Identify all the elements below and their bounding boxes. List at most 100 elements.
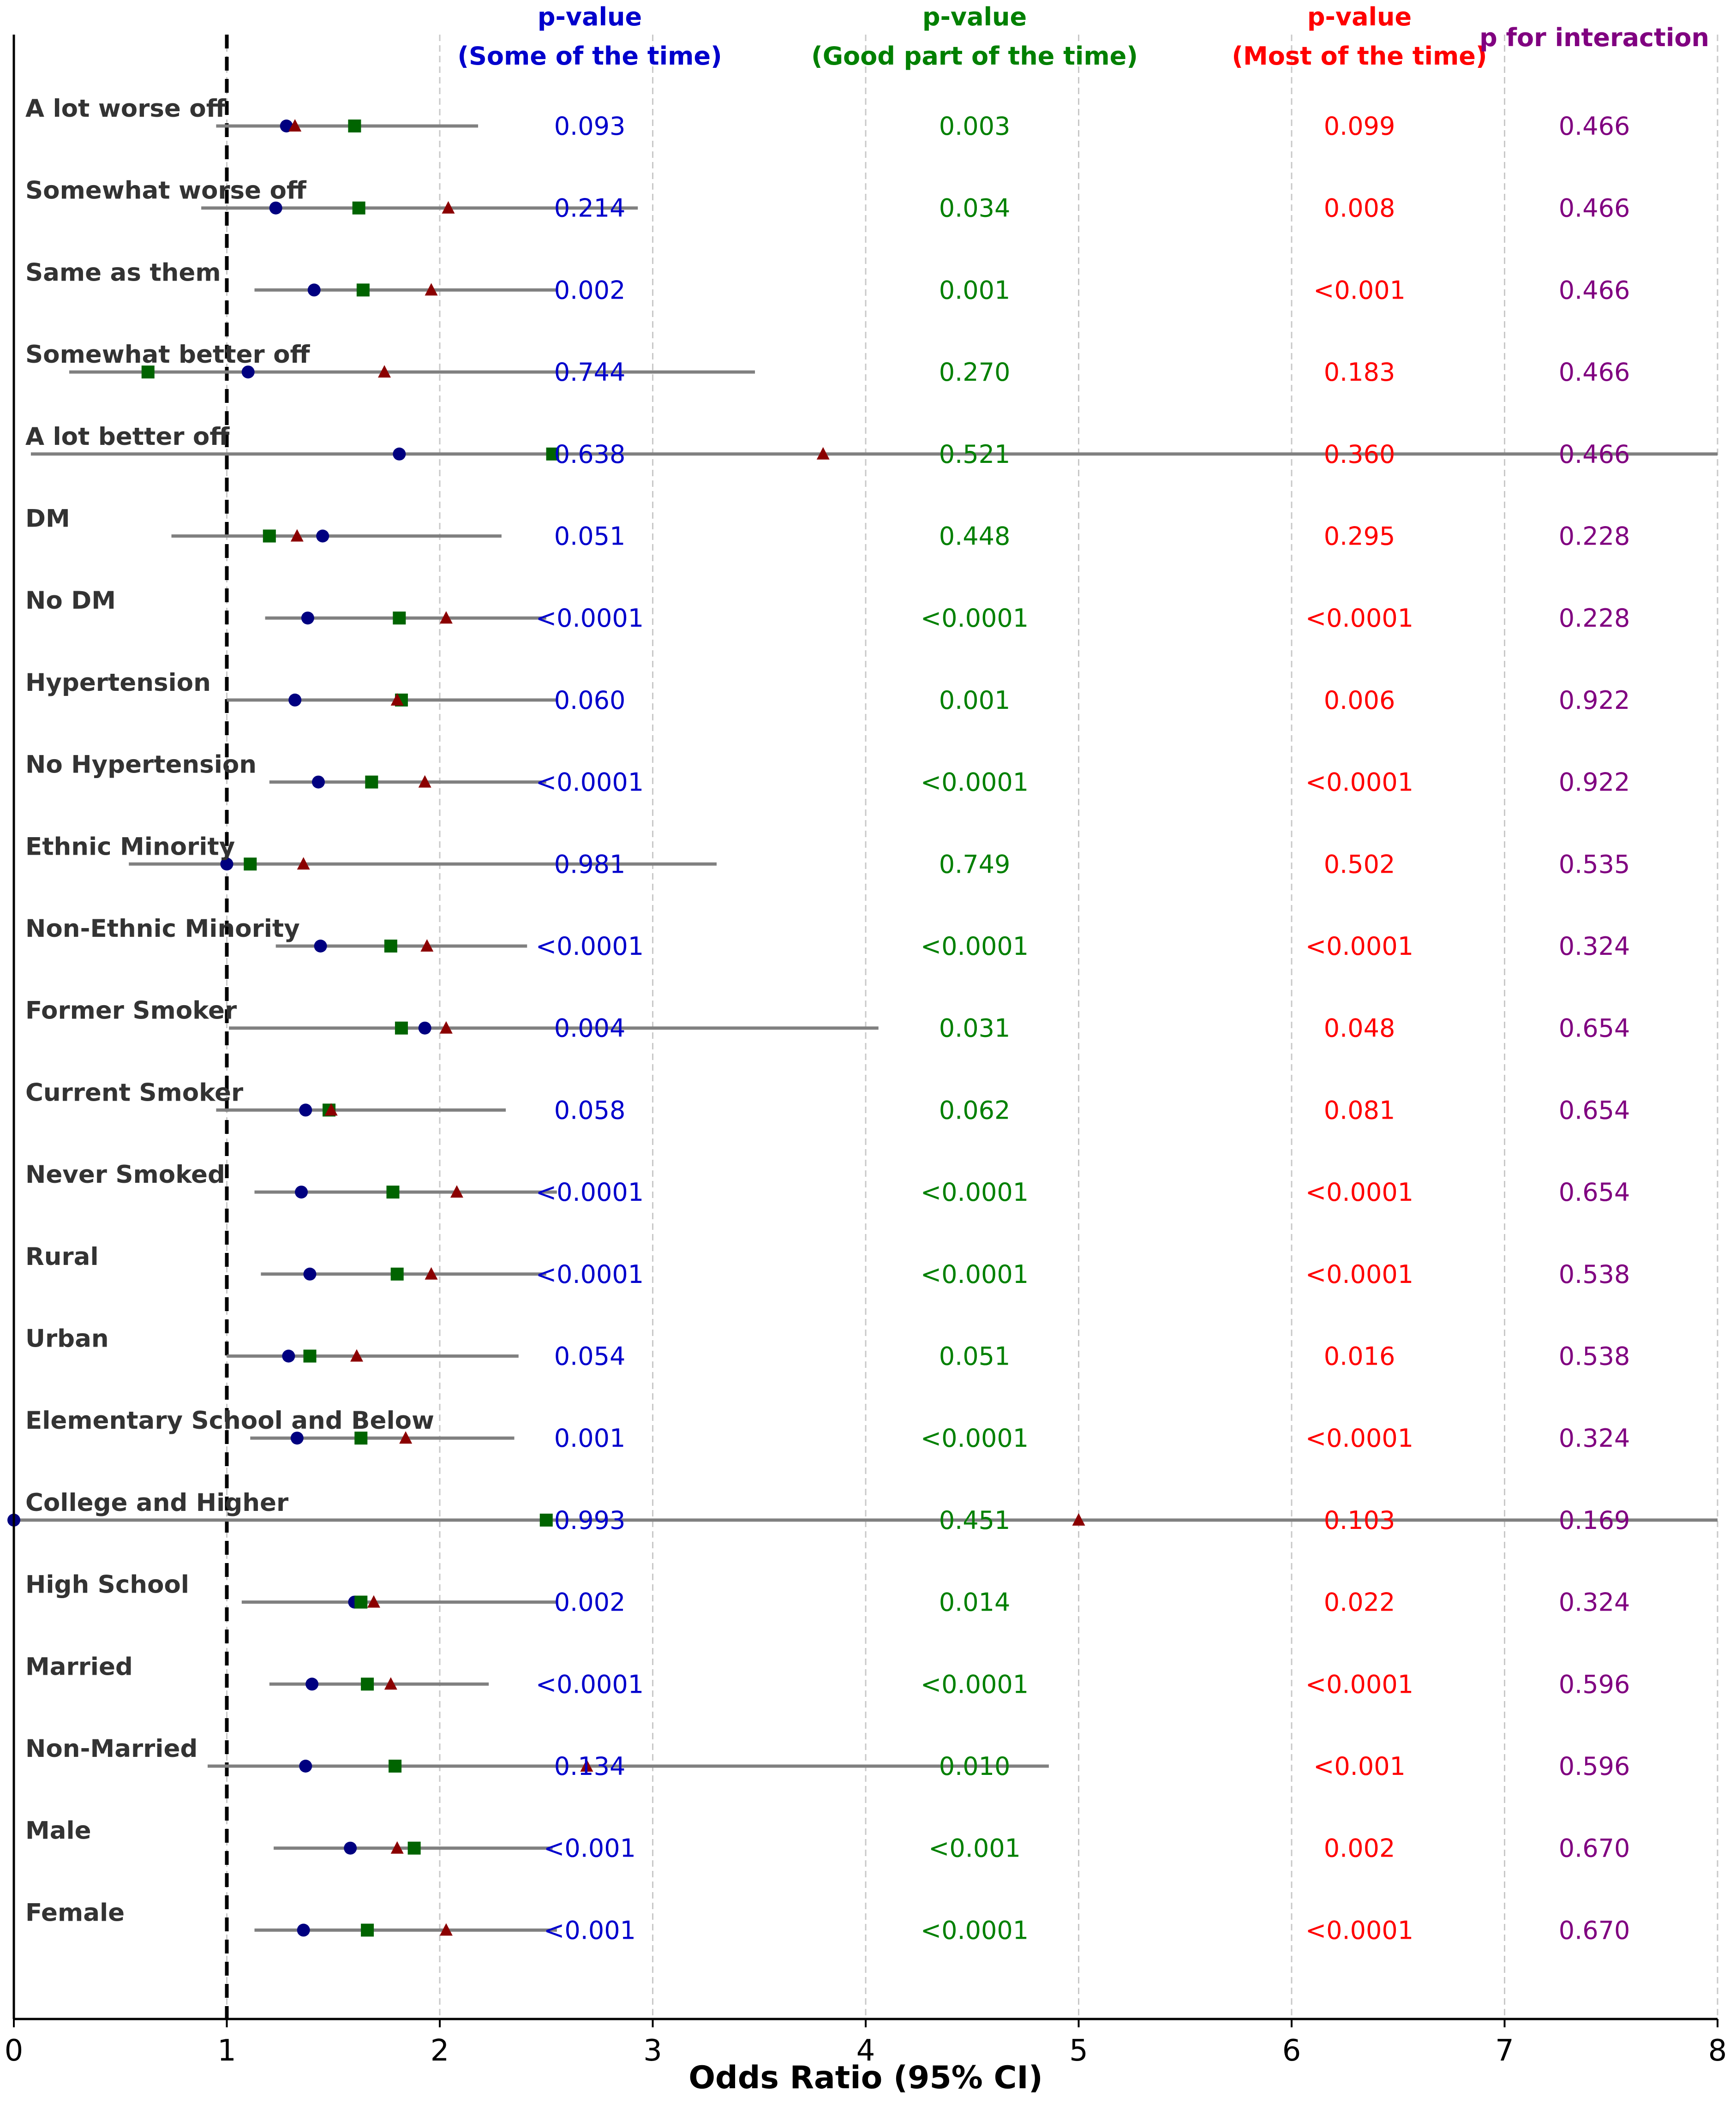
pvalue-some: 0.134 (554, 1752, 626, 1781)
pvalue-most: <0.0001 (1305, 1260, 1413, 1289)
row-label: Never Smoked (25, 1161, 225, 1189)
pvalue-good: <0.0001 (921, 604, 1029, 633)
pvalue-good: <0.0001 (921, 1916, 1029, 1945)
or-point-most (324, 1103, 338, 1116)
pvalue-most: <0.0001 (1305, 1916, 1413, 1945)
text-annotations: p-value (Some of the time) p-value (Good pa… (25, 2, 1709, 1945)
pvalue-interaction: 0.596 (1559, 1752, 1630, 1781)
row-label: Current Smoker (25, 1078, 243, 1107)
or-point-most (420, 939, 434, 952)
x-tick-label: 1 (217, 2034, 236, 2068)
pvalue-most: 0.022 (1324, 1588, 1395, 1617)
or-point-good (141, 365, 155, 379)
or-point-good (244, 857, 257, 871)
pvalue-good: 0.014 (939, 1588, 1011, 1617)
pvalue-interaction: 0.466 (1559, 276, 1630, 305)
row-label: High School (25, 1571, 189, 1599)
pvalue-interaction: 0.466 (1559, 440, 1630, 469)
pvalue-interaction: 0.324 (1559, 1424, 1630, 1453)
x-tick-label: 7 (1495, 2034, 1514, 2068)
or-point-most (378, 365, 391, 378)
or-point-most (439, 1923, 453, 1936)
or-point-good (384, 940, 397, 953)
pvalue-header-most: (Most of the time) (1232, 42, 1487, 71)
row-label: Elementary School and Below (25, 1407, 434, 1435)
or-point-good (354, 1432, 368, 1445)
pvalue-most: 0.099 (1324, 112, 1395, 141)
or-point-good (386, 1186, 400, 1199)
pvalue-good: 0.010 (939, 1752, 1011, 1781)
pvalue-good: <0.0001 (921, 1260, 1029, 1289)
pvalue-some: 0.054 (554, 1342, 626, 1371)
row-label: Same as them (25, 258, 221, 287)
or-point-most (439, 1021, 453, 1034)
pvalue-most: <0.0001 (1305, 932, 1413, 961)
or-point-most (580, 1759, 593, 1772)
or-point-most (399, 1431, 413, 1444)
or-markers (7, 119, 1085, 1937)
pvalue-most: <0.0001 (1305, 1178, 1413, 1207)
row-label: Male (25, 1817, 91, 1845)
pvalue-most: 0.016 (1324, 1342, 1395, 1371)
pvalue-good: <0.001 (928, 1834, 1021, 1863)
pvalue-interaction: 0.670 (1559, 1916, 1630, 1945)
pvalue-some: <0.0001 (536, 604, 644, 633)
pvalue-interaction: 0.922 (1559, 686, 1630, 715)
row-label: Ethnic Minority (25, 833, 235, 861)
or-point-some (290, 1432, 304, 1445)
pvalue-most: 0.103 (1324, 1506, 1395, 1535)
or-point-most (450, 1185, 463, 1198)
row-label: Former Smoker (25, 997, 237, 1025)
pvalue-interaction: 0.538 (1559, 1260, 1630, 1289)
or-point-some (269, 201, 282, 215)
pvalue-good: 0.270 (939, 358, 1011, 387)
pvalue-most: 0.502 (1324, 850, 1395, 879)
pvalue-header-some: (Some of the time) (457, 42, 722, 71)
or-point-good (356, 283, 370, 297)
pvalue-interaction: 0.535 (1559, 850, 1630, 879)
or-point-most (390, 1841, 404, 1854)
or-point-good (303, 1349, 317, 1363)
row-label: Married (25, 1653, 133, 1681)
pvalue-some: 0.214 (554, 194, 626, 223)
x-tick-label: 6 (1282, 2034, 1301, 2068)
pvalue-good: 0.749 (939, 850, 1011, 879)
row-label: College and Higher (25, 1489, 288, 1517)
pvalue-most: <0.001 (1313, 276, 1406, 305)
pvalue-good: 0.062 (939, 1096, 1011, 1125)
pvalue-good: 0.051 (939, 1342, 1011, 1371)
pvalue-good: <0.0001 (921, 932, 1029, 961)
or-point-most (297, 857, 310, 870)
or-point-some (241, 365, 255, 379)
pvalue-good: 0.451 (939, 1506, 1011, 1535)
row-label: Non-Ethnic Minority (25, 915, 300, 943)
pvalue-most: 0.006 (1324, 686, 1395, 715)
or-point-some (311, 775, 325, 789)
or-point-good (365, 775, 378, 789)
or-point-good (395, 1021, 408, 1035)
or-point-good (354, 1595, 368, 1609)
pvalue-interaction: 0.228 (1559, 604, 1630, 633)
or-point-some (303, 1267, 317, 1281)
pvalue-most: 0.002 (1324, 1834, 1395, 1863)
or-point-some (220, 857, 233, 871)
or-point-good (546, 447, 559, 461)
or-point-most (816, 447, 830, 460)
pvalue-some: 0.002 (554, 276, 626, 305)
pvalue-some: <0.0001 (536, 1178, 644, 1207)
pvalue-most: <0.0001 (1305, 604, 1413, 633)
or-point-some (393, 447, 406, 461)
pvalue-some: 0.001 (554, 1424, 626, 1453)
or-point-some (301, 611, 314, 625)
or-point-most (367, 1595, 380, 1608)
pvalue-good: <0.0001 (921, 1670, 1029, 1699)
x-tick-label: 3 (643, 2034, 662, 2068)
or-point-good (352, 201, 365, 215)
pvalue-good: 0.521 (939, 440, 1011, 469)
pvalue-some: 0.993 (554, 1506, 626, 1535)
pvalue-interaction: 0.324 (1559, 1588, 1630, 1617)
pvalue-some: 0.093 (554, 112, 626, 141)
pvalue-most: 0.048 (1324, 1014, 1395, 1043)
pvalue-interaction: 0.670 (1559, 1834, 1630, 1863)
